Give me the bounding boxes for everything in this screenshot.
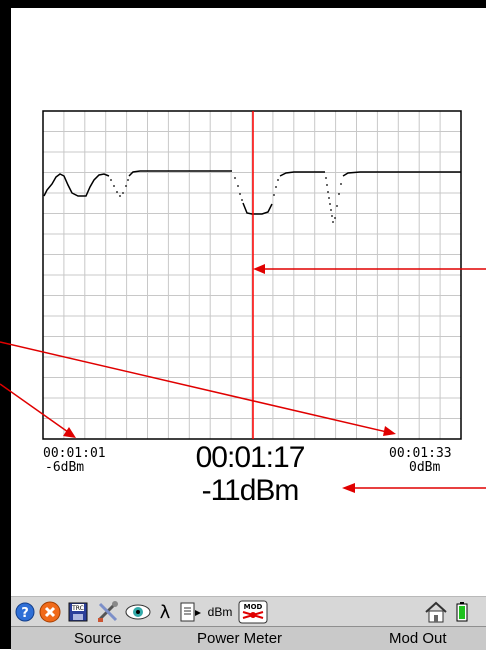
graph-border <box>42 110 462 440</box>
right-time-arrowhead <box>383 426 396 436</box>
trace-point <box>332 221 334 223</box>
left-time-arrowhead <box>63 427 76 438</box>
mod-out-softkey[interactable]: Mod Out <box>389 630 447 647</box>
trace-point <box>127 179 129 181</box>
trace-point <box>338 193 340 195</box>
trace-point <box>328 197 330 199</box>
trace-point <box>110 179 112 181</box>
svg-text:TRC: TRC <box>71 605 84 612</box>
svg-text:?: ? <box>21 606 29 621</box>
trace-point <box>277 179 279 181</box>
power-arrowhead <box>342 483 355 493</box>
left-time-label: 00:01:01 <box>43 446 106 461</box>
cursor-time-readout: 00:01:17 <box>195 441 306 474</box>
annotation-arrows <box>0 264 486 493</box>
trace-point <box>234 177 236 179</box>
mod-icon[interactable]: MOD <box>238 600 268 624</box>
dbm-icon[interactable]: dBm <box>207 605 233 619</box>
source-softkey[interactable]: Source <box>74 630 122 647</box>
left-time-arrow <box>0 383 69 433</box>
window-frame-left <box>0 0 11 649</box>
left-power-label: -6dBm <box>45 460 85 475</box>
trace-segment <box>128 170 232 177</box>
trace-point <box>331 215 333 217</box>
power-meter-softkey[interactable]: Power Meter <box>197 630 283 647</box>
close-icon[interactable] <box>38 601 62 623</box>
trace-point <box>273 194 275 196</box>
trace-point <box>329 203 331 205</box>
power-trace <box>43 170 461 223</box>
cursor-power-readout: -11dBm <box>201 474 300 507</box>
instrument-screen <box>11 8 486 649</box>
trace-point <box>122 192 124 194</box>
window-frame-top <box>0 0 486 8</box>
trace-point <box>239 193 241 195</box>
tools-icon[interactable] <box>95 601 121 623</box>
graph-grid <box>43 111 461 439</box>
softkey-bar: Source Power Meter Mod Out <box>11 626 486 650</box>
trace-point <box>330 209 332 211</box>
toolbar: ? TRC λ dBm MOD <box>11 596 486 627</box>
trace-segment <box>279 171 325 177</box>
trace-point <box>325 177 327 179</box>
trace-point <box>336 205 338 207</box>
trace-point <box>116 191 118 193</box>
trace-point <box>326 184 328 186</box>
battery-icon <box>453 601 471 623</box>
trace-segment <box>242 202 273 215</box>
right-time-label: 00:01:33 <box>389 446 452 461</box>
right-time-arrow <box>0 341 388 433</box>
trace-point <box>275 186 277 188</box>
help-icon[interactable]: ? <box>14 601 36 623</box>
trace-point <box>334 217 336 219</box>
trace-point <box>340 183 342 185</box>
trace-point <box>119 195 121 197</box>
cursor-arrowhead <box>253 264 265 274</box>
view-icon[interactable] <box>125 601 151 623</box>
trace-point <box>237 185 239 187</box>
svg-text:MOD: MOD <box>244 603 263 611</box>
trace-point <box>125 185 127 187</box>
trace-segment <box>43 173 110 197</box>
trace-segment <box>342 171 461 177</box>
file-export-icon[interactable] <box>179 601 203 623</box>
lambda-icon[interactable]: λ <box>159 601 171 623</box>
trace-save-icon[interactable]: TRC <box>66 601 90 623</box>
right-power-label: 0dBm <box>409 460 441 475</box>
trace-point <box>113 185 115 187</box>
trace-point <box>241 199 243 201</box>
home-icon[interactable] <box>423 601 449 623</box>
trace-point <box>327 191 329 193</box>
